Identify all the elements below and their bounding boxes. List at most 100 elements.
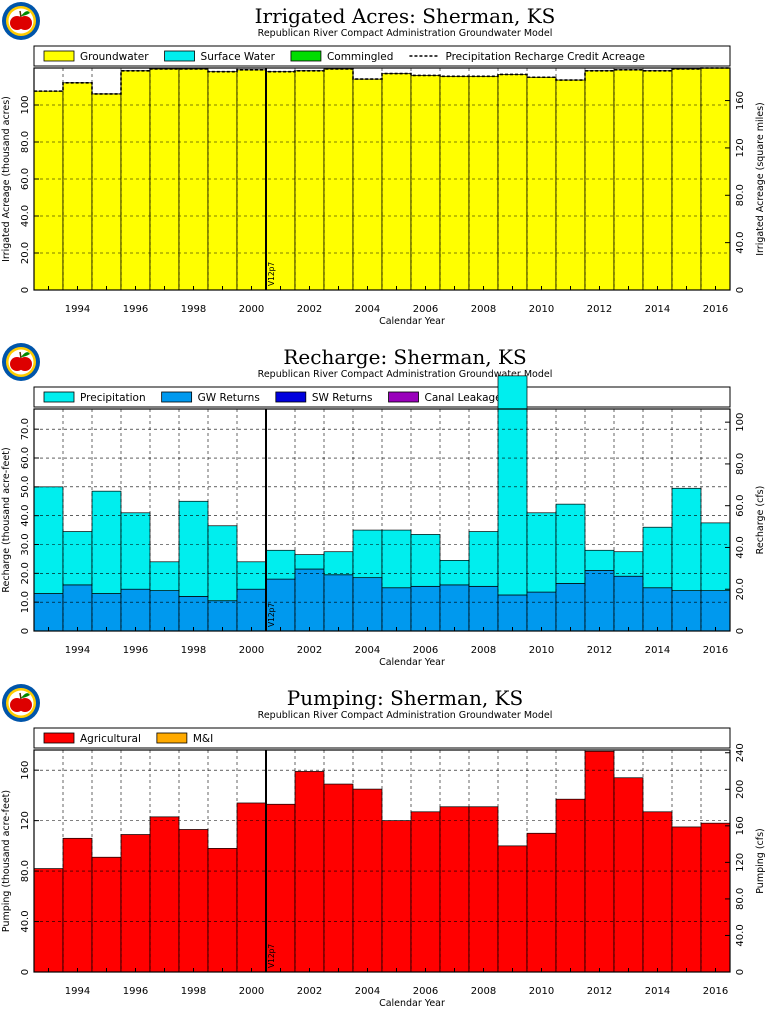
bar xyxy=(555,583,586,632)
bar xyxy=(584,549,615,571)
bar xyxy=(120,834,151,973)
x-tick-label: 2010 xyxy=(529,304,554,315)
x-tick-label: 2002 xyxy=(297,304,322,315)
legend-label: SW Returns xyxy=(312,392,373,404)
x-tick-label: 2016 xyxy=(703,986,728,997)
y-tick-label: 50.0 xyxy=(20,476,31,498)
x-tick-label: 2014 xyxy=(645,304,670,315)
x-axis-label: Calendar Year xyxy=(379,657,445,668)
bar xyxy=(700,822,731,973)
bar xyxy=(381,529,412,589)
x-tick-label: 2004 xyxy=(355,986,380,997)
y-right-tick-label: 160 xyxy=(735,91,746,110)
y-axis-label: Pumping (thousand acre-feet) xyxy=(1,790,12,932)
x-tick-label: 2008 xyxy=(471,986,496,997)
y-tick-label: 40.0 xyxy=(20,205,31,227)
apple-logo-icon xyxy=(2,2,40,40)
legend-item: Surface Water xyxy=(164,50,276,63)
x-tick-label: 2016 xyxy=(703,304,728,315)
legend-swatch xyxy=(290,50,322,62)
bar xyxy=(439,806,470,973)
apple-logo-icon xyxy=(2,684,40,722)
legend-item: Precipitation Recharge Credit Acreage xyxy=(409,51,645,63)
bar xyxy=(700,522,731,591)
chart-title: Irrigated Acres: Sherman, KS xyxy=(255,4,556,28)
legend-label: GW Returns xyxy=(198,392,260,404)
x-tick-label: 2004 xyxy=(355,645,380,656)
legend-label: Surface Water xyxy=(201,51,276,63)
bar xyxy=(584,750,615,973)
y-axis-label: Irrigated Acreage (thousand acres) xyxy=(1,96,12,262)
x-tick-label: 2016 xyxy=(703,645,728,656)
x-tick-label: 2006 xyxy=(413,645,438,656)
legend-item: SW Returns xyxy=(275,391,373,404)
legend-label: M&I xyxy=(193,733,213,745)
y-tick-label: 80.0 xyxy=(20,131,31,153)
bar xyxy=(91,593,122,632)
bar xyxy=(671,826,702,973)
bar xyxy=(352,788,383,973)
x-tick-label: 2006 xyxy=(413,304,438,315)
y-right-tick-label: 40.0 xyxy=(735,536,746,558)
y-right-tick-label: 100 xyxy=(735,413,746,432)
y-right-tick-label: 20.0 xyxy=(735,578,746,600)
x-tick-label: 2014 xyxy=(645,986,670,997)
bar xyxy=(439,584,470,632)
y-right-tick-label: 80.0 xyxy=(735,184,746,206)
chart-panel-pumping: Pumping: Sherman, KS Republican River Com… xyxy=(0,682,768,1023)
bar xyxy=(207,848,238,973)
y-right-tick-label: 120 xyxy=(735,138,746,157)
bar xyxy=(526,76,557,291)
version-marker-label: V12p7 xyxy=(267,944,276,968)
bar xyxy=(120,70,151,291)
y-right-axis-label: Irrigated Acreage (square miles) xyxy=(755,102,766,256)
legend-item: Canal Leakage xyxy=(388,391,502,404)
apple-logo-icon xyxy=(2,343,40,381)
x-tick-label: 1994 xyxy=(65,986,90,997)
version-marker-label: V12p7 xyxy=(267,603,276,627)
y-tick-label: 10.0 xyxy=(20,591,31,613)
bar xyxy=(642,811,673,973)
x-axis-label: Calendar Year xyxy=(379,316,445,327)
x-tick-label: 1996 xyxy=(123,645,148,656)
x-tick-label: 2012 xyxy=(587,304,612,315)
y-tick-label: 60.0 xyxy=(20,168,31,190)
bar xyxy=(323,574,354,632)
legend-label: Precipitation xyxy=(80,392,146,404)
bars xyxy=(33,67,731,291)
bars xyxy=(33,750,731,973)
bar xyxy=(62,837,93,973)
x-tick-label: 1994 xyxy=(65,304,90,315)
x-tick-label: 1998 xyxy=(181,645,206,656)
y-tick-label: 40.0 xyxy=(20,910,31,932)
y-axis-label: Recharge (thousand acre-feet) xyxy=(1,447,12,592)
y-right-tick-label: 40.0 xyxy=(735,924,746,946)
bar xyxy=(613,777,644,973)
legend-swatch xyxy=(43,732,75,744)
y-right-tick-label: 200 xyxy=(735,780,746,799)
bar xyxy=(468,806,499,973)
bar xyxy=(526,512,557,593)
bar xyxy=(526,832,557,973)
bar xyxy=(671,590,702,632)
bar xyxy=(294,568,325,632)
bar xyxy=(236,561,267,590)
bar xyxy=(439,75,470,291)
legend-swatch xyxy=(43,391,75,403)
bar xyxy=(584,70,615,291)
bar xyxy=(497,845,528,973)
bar xyxy=(671,487,702,591)
x-tick-label: 2002 xyxy=(297,645,322,656)
y-right-tick-label: 40.0 xyxy=(735,232,746,254)
bar xyxy=(526,591,557,632)
bar xyxy=(207,71,238,291)
bar xyxy=(613,551,644,577)
bar xyxy=(323,68,354,291)
chart-subtitle: Republican River Compact Administration … xyxy=(258,28,553,39)
y-tick-label: 0 xyxy=(20,969,31,975)
bar xyxy=(91,856,122,973)
x-tick-label: 1994 xyxy=(65,645,90,656)
y-tick-label: 100 xyxy=(20,95,31,114)
